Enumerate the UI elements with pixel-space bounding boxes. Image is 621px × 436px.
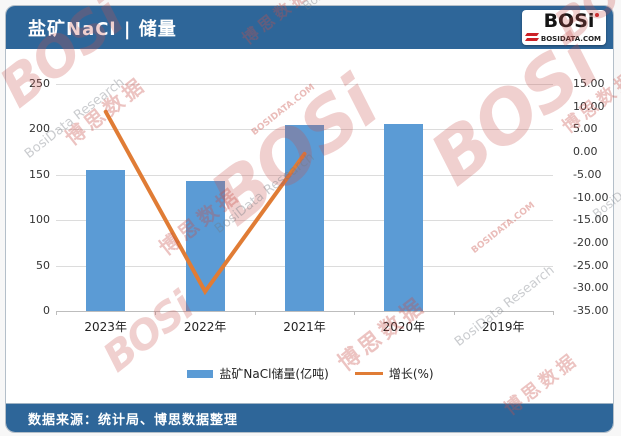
right-axis-tick: -15.00 <box>573 213 609 227</box>
x-axis-tick <box>354 311 356 315</box>
logo-dot-icon <box>595 13 599 17</box>
header-bar: 盐矿NaCl | 储量 BOSi BOSIDATA.COM <box>6 6 613 49</box>
x-axis-label: 2021年 <box>283 320 326 334</box>
left-axis-tick: 100 <box>29 213 50 227</box>
left-axis-tick: 250 <box>29 77 50 90</box>
bar-2020年 <box>384 124 424 311</box>
chart-title: 盐矿NaCl | 储量 <box>28 18 177 40</box>
left-axis-tick: 50 <box>36 258 50 272</box>
gridline <box>56 311 553 312</box>
x-axis-tick <box>254 311 256 315</box>
left-axis-tick: 150 <box>29 167 50 181</box>
right-axis-tick: -25.00 <box>573 258 609 272</box>
chart-area: 盐矿NaCl储量(亿吨) 增长(%) 250 200 150 100 50 0 15.00 10… <box>6 49 613 406</box>
x-axis-tick <box>155 311 157 315</box>
bar-2022年 <box>185 181 225 311</box>
right-axis-tick: 10.00 <box>573 99 605 113</box>
x-axis-label: 2019年 <box>482 320 525 334</box>
logo-domain: BOSIDATA.COM <box>540 35 601 43</box>
footer-bar: 数据来源：统计局、博思数据整理 <box>6 403 613 432</box>
right-axis-tick: 15.00 <box>573 77 605 90</box>
legend-line-swatch-icon <box>354 372 383 375</box>
bar-2023年 <box>86 170 126 311</box>
right-axis-tick: -10.00 <box>573 190 609 204</box>
left-axis-tick: 200 <box>29 122 50 136</box>
data-source: 数据来源：统计局、博思数据整理 <box>28 412 239 428</box>
right-axis-tick: -20.00 <box>573 235 609 249</box>
legend-bar-swatch-icon <box>187 369 214 378</box>
legend-item: 增长(%) <box>354 365 434 382</box>
right-axis-tick: 5.00 <box>573 122 598 136</box>
x-axis-label: 2023年 <box>84 320 127 334</box>
x-axis-label: 2022年 <box>183 320 227 334</box>
left-axis-tick: 0 <box>43 304 50 317</box>
right-axis-tick: 0.00 <box>573 145 598 159</box>
bar-2021年 <box>285 124 324 311</box>
legend-item: 盐矿NaCl储量(亿吨) <box>187 365 329 382</box>
right-axis-tick: -35.00 <box>573 304 609 317</box>
legend-label: 盐矿NaCl储量(亿吨) <box>219 367 329 381</box>
x-axis-tick <box>553 311 554 315</box>
right-axis-tick: -5.00 <box>573 167 602 181</box>
logo-wordmark: BOSi <box>543 10 595 32</box>
chart-legend: 盐矿NaCl储量(亿吨) 增长(%) <box>6 365 613 382</box>
bosi-logo: BOSi BOSIDATA.COM <box>522 10 606 45</box>
legend-label: 增长(%) <box>388 367 434 381</box>
x-axis-label: 2020年 <box>382 320 426 334</box>
chart-card: 盐矿NaCl | 储量 BOSi BOSIDATA.COM 盐矿NaCl储量(亿… <box>5 5 614 433</box>
right-axis-tick: -30.00 <box>573 281 609 295</box>
x-axis-tick <box>56 311 57 315</box>
x-axis-tick <box>453 311 455 315</box>
gridline <box>56 84 553 85</box>
